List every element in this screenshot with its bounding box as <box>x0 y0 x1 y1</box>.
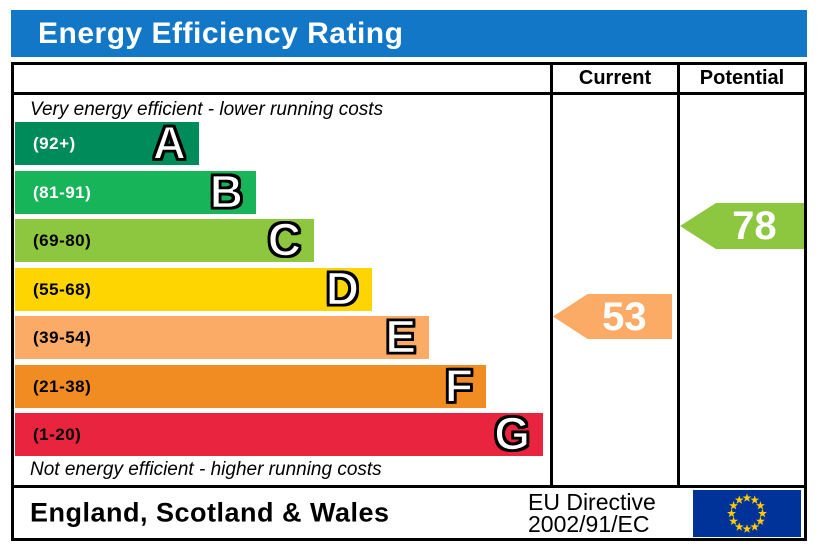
eu-flag-star <box>758 508 767 518</box>
bottom-note: Not energy efficient - higher running co… <box>30 459 382 480</box>
column-divider-right <box>677 65 680 488</box>
band-c: (69-80) C <box>15 213 314 266</box>
current-rating-value: 53 <box>602 294 647 339</box>
current-rating-arrow: 53 <box>553 294 672 339</box>
band-d: (55-68) D <box>15 262 372 315</box>
band-letter: C <box>267 213 302 266</box>
band-g: (1-20) G <box>15 407 543 460</box>
band-range-label: (81-91) <box>33 182 92 202</box>
band-e: (39-54) E <box>15 310 429 363</box>
band-f: (21-38) F <box>15 359 486 412</box>
current-column-header: Current <box>578 67 652 89</box>
band-range-label: (21-38) <box>33 376 92 396</box>
band-letter: G <box>493 407 530 460</box>
potential-rating-value: 78 <box>732 204 777 248</box>
top-note: Very energy efficient - lower running co… <box>30 99 384 120</box>
band-range-label: (69-80) <box>33 230 92 250</box>
footer: England, Scotland & Wales EU Directive 2… <box>14 488 804 538</box>
eu-flag-star <box>755 516 765 526</box>
eu-flag-icon <box>693 490 801 537</box>
eu-flag-star <box>750 495 760 504</box>
band-letter: A <box>152 116 187 169</box>
title-bar: Energy Efficiency Rating <box>11 10 807 57</box>
eu-flag-star <box>755 501 765 510</box>
band-letter: D <box>325 262 360 315</box>
eu-directive-label: EU Directive 2002/91/EC <box>528 489 656 537</box>
band-letter: E <box>385 310 417 363</box>
band-range-label: (92+) <box>33 133 76 153</box>
eu-flag-star <box>742 493 752 502</box>
footer-divider <box>14 485 804 488</box>
page-title: Energy Efficiency Rating <box>38 16 404 50</box>
band-range-label: (1-20) <box>33 424 82 444</box>
band-range-label: (39-54) <box>33 327 92 347</box>
eu-flag-star <box>729 501 739 510</box>
potential-column-header: Potential <box>699 67 785 89</box>
potential-rating-arrow: 78 <box>680 203 804 249</box>
eu-flag-star <box>727 508 736 518</box>
region-label: England, Scotland & Wales <box>30 497 390 528</box>
eu-flag-stars <box>727 493 767 533</box>
eu-flag-star <box>734 495 744 504</box>
column-divider-left <box>550 65 553 488</box>
band-letter: F <box>444 359 474 412</box>
eu-flag-star <box>750 522 760 531</box>
rating-table: Current Potential Very energy efficient … <box>11 62 807 541</box>
rating-bands: (92+) A (81-91) B (69-80) C (55-68) D (39-54) E (2… <box>14 65 550 485</box>
eu-flag-star <box>734 522 744 531</box>
eu-flag-star <box>729 516 739 526</box>
table-header: Current Potential <box>14 65 804 95</box>
band-letter: B <box>209 165 244 218</box>
eu-directive-line2: 2002/91/EC <box>528 511 650 537</box>
band-b: (81-91) B <box>15 165 256 218</box>
eu-directive-line1: EU Directive <box>528 489 656 515</box>
band-range-label: (55-68) <box>33 279 92 299</box>
eu-flag-star <box>742 524 752 533</box>
band-a: (92+) A <box>15 116 199 169</box>
